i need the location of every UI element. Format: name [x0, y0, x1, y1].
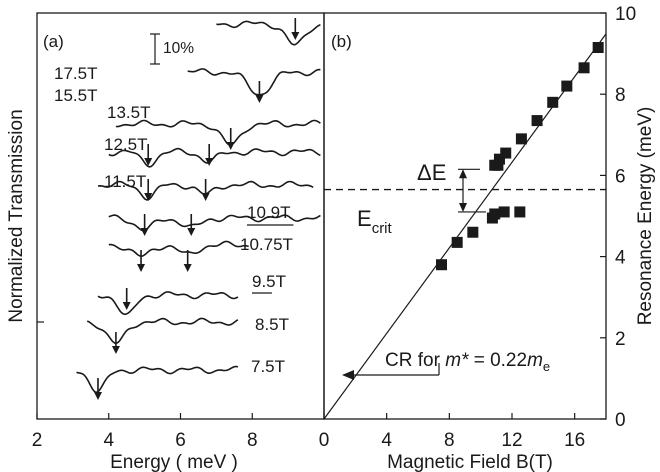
- panel-a-x-axis-label: Energy ( meV ): [110, 452, 238, 472]
- transmission-trace: [76, 365, 239, 394]
- delta-e-label: ΔE: [417, 160, 446, 185]
- panel-b-x-tick-label: 4: [381, 430, 392, 451]
- data-point: [578, 62, 590, 74]
- transmission-trace: [86, 317, 239, 345]
- panel-b-y-tick-label: 0: [615, 410, 626, 431]
- trace-label: 11.5T: [104, 172, 146, 191]
- panel-b-y-tick-label: 4: [615, 248, 626, 269]
- data-point: [498, 206, 510, 218]
- data-point: [493, 153, 505, 165]
- cr-fit-line: [323, 33, 607, 420]
- data-point: [489, 208, 501, 220]
- data-point: [492, 159, 504, 171]
- dip-arrowhead: [111, 346, 120, 354]
- cr-leader-arrowhead: [342, 370, 354, 380]
- panel-a-x-tick-label: 6: [175, 430, 186, 451]
- dip-arrowhead: [93, 392, 102, 400]
- cr-label: CR for m* = 0.22me: [385, 350, 550, 374]
- panel-b-x-tick-label: 16: [564, 430, 585, 451]
- data-point: [467, 226, 479, 238]
- panel-a-x-tick-label: 4: [103, 430, 114, 451]
- transmission-trace: [187, 68, 321, 96]
- data-point: [515, 133, 527, 145]
- trace-label: 7.5T: [251, 357, 285, 376]
- e-crit-label-main: E: [357, 206, 372, 231]
- trace-label: 12.5T: [104, 135, 147, 154]
- scale-bar: 10%: [150, 33, 194, 65]
- data-point: [592, 42, 604, 54]
- trace-label: 9.5T: [252, 272, 286, 291]
- cr-annotation: CR for m* = 0.22me: [342, 350, 550, 380]
- panel-b-y-axis-label: Resonance Energy (meV): [635, 107, 656, 326]
- transmission-trace: [108, 147, 321, 168]
- trace-label: 13.5T: [107, 103, 150, 122]
- dip-arrowhead: [226, 142, 235, 150]
- trace-label: 10.9T: [247, 203, 290, 222]
- trace-label: 15.5T: [54, 86, 97, 105]
- trace-label: 17.5T: [54, 64, 97, 83]
- panel-a-x-tick-label: 2: [32, 430, 43, 451]
- panel-a: (a) 2 4 6 8 Energy ( meV ) Normalized Trans…: [6, 12, 325, 472]
- panel-b-y-tick-label: 10: [615, 4, 636, 25]
- delta-e-arrowhead-up: [459, 169, 467, 179]
- panel-b: (b) 0 4 8 12 16 0 2 4 6 8 10 Magnetic Field B(T) R…: [319, 4, 656, 472]
- trace-label: 10.75T: [240, 235, 293, 254]
- data-point: [500, 147, 512, 159]
- panel-a-dip-arrows: [93, 18, 300, 400]
- panel-b-x-tick-label: 8: [444, 430, 455, 451]
- delta-e-marker: ΔE: [417, 160, 486, 213]
- cr-label-mstar: m*: [445, 350, 469, 371]
- dip-arrowhead: [291, 32, 300, 40]
- transmission-trace: [97, 291, 239, 316]
- panel-b-x-tick-label: 0: [319, 430, 330, 451]
- delta-e-arrowhead-down: [459, 202, 467, 212]
- cr-label-me: m: [527, 350, 543, 371]
- panel-b-x-axis-label: Magnetic Field B(T): [387, 452, 553, 472]
- data-point: [547, 96, 559, 108]
- dip-arrowhead: [144, 158, 153, 166]
- cr-label-sub: e: [543, 359, 550, 374]
- dip-arrowhead: [201, 193, 210, 201]
- data-point: [514, 206, 526, 218]
- panel-a-y-axis-label: Normalized Transmission: [6, 109, 27, 322]
- panel-b-label: (b): [331, 32, 352, 51]
- transmission-trace: [115, 119, 321, 146]
- dip-arrowhead: [122, 302, 131, 310]
- trace-label: 8.5T: [255, 315, 289, 334]
- panel-a-x-ticks: 2 4 6 8: [32, 413, 258, 451]
- dip-arrowhead: [187, 228, 196, 236]
- panel-b-data-points: [436, 42, 604, 271]
- dip-arrowhead: [137, 264, 146, 272]
- transmission-trace: [216, 20, 321, 46]
- data-point: [561, 80, 573, 92]
- e-crit-label-sub: crit: [372, 220, 393, 237]
- panel-b-ticks: 0 4 8 12 16 0 2 4 6 8 10: [319, 4, 636, 451]
- e-crit-label: Ecrit: [357, 206, 393, 237]
- dip-arrowhead: [140, 228, 149, 236]
- data-point: [436, 259, 447, 271]
- panel-b-y-tick-label: 6: [615, 166, 626, 187]
- scale-bar-label: 10%: [163, 40, 194, 57]
- transmission-trace: [108, 240, 249, 258]
- dip-arrowhead: [144, 193, 153, 201]
- cr-label-mid: = 0.22: [468, 350, 527, 371]
- dip-arrowhead: [205, 158, 214, 166]
- panel-a-x-tick-label: 8: [247, 430, 258, 451]
- panel-b-y-tick-label: 2: [615, 329, 626, 350]
- data-point: [531, 115, 543, 127]
- panel-a-label: (a): [43, 32, 64, 51]
- data-point: [451, 236, 463, 248]
- panel-a-trace-labels: 17.5T 15.5T 13.5T 12.5T 11.5T 10.9T 10.75T 9.5T…: [54, 64, 294, 376]
- dip-arrowhead: [183, 264, 192, 272]
- panel-b-y-tick-label: 8: [615, 85, 626, 106]
- panel-b-x-tick-label: 12: [501, 430, 522, 451]
- dip-arrowhead: [255, 95, 264, 103]
- cr-label-prefix: CR for: [385, 350, 445, 371]
- panel-b-frame: [323, 12, 607, 420]
